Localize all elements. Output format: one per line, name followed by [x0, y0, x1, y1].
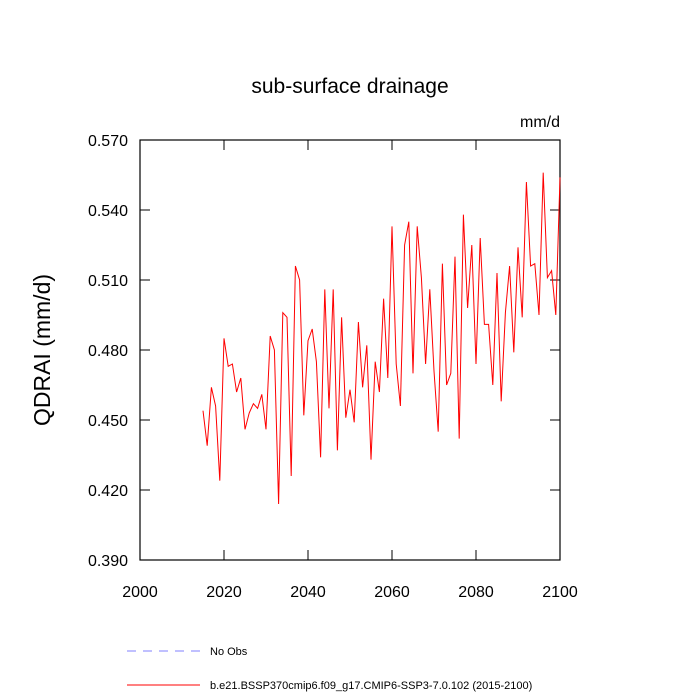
x-tick-label: 2020: [206, 584, 242, 601]
plot-frame: [139, 139, 561, 561]
y-axis-label: QDRAI (mm/d): [29, 274, 55, 426]
x-tick-label: 2100: [542, 584, 578, 601]
units: mm/d: [520, 114, 560, 131]
x-tick-label: 2080: [458, 584, 494, 601]
x-tick-label: 2060: [374, 584, 410, 601]
series-line: [202, 172, 561, 505]
x-tick-label: 2000: [122, 584, 158, 601]
y-tick-label: 0.420: [88, 483, 128, 500]
legend-label: b.e21.BSSP370cmip6.f09_g17.CMIP6-SSP3-7.…: [210, 680, 532, 692]
legend-label: No Obs: [210, 646, 248, 658]
y-tick-label: 0.390: [88, 553, 128, 570]
y-tick-label: 0.570: [88, 133, 128, 150]
x-tick-label: 2040: [290, 584, 326, 601]
y-tick-label: 0.510: [88, 273, 128, 290]
y-tick-label: 0.540: [88, 203, 128, 220]
y-tick-label: 0.480: [88, 343, 128, 360]
y-tick-label: 0.450: [88, 413, 128, 430]
chart-title: sub-surface drainage: [251, 75, 448, 98]
